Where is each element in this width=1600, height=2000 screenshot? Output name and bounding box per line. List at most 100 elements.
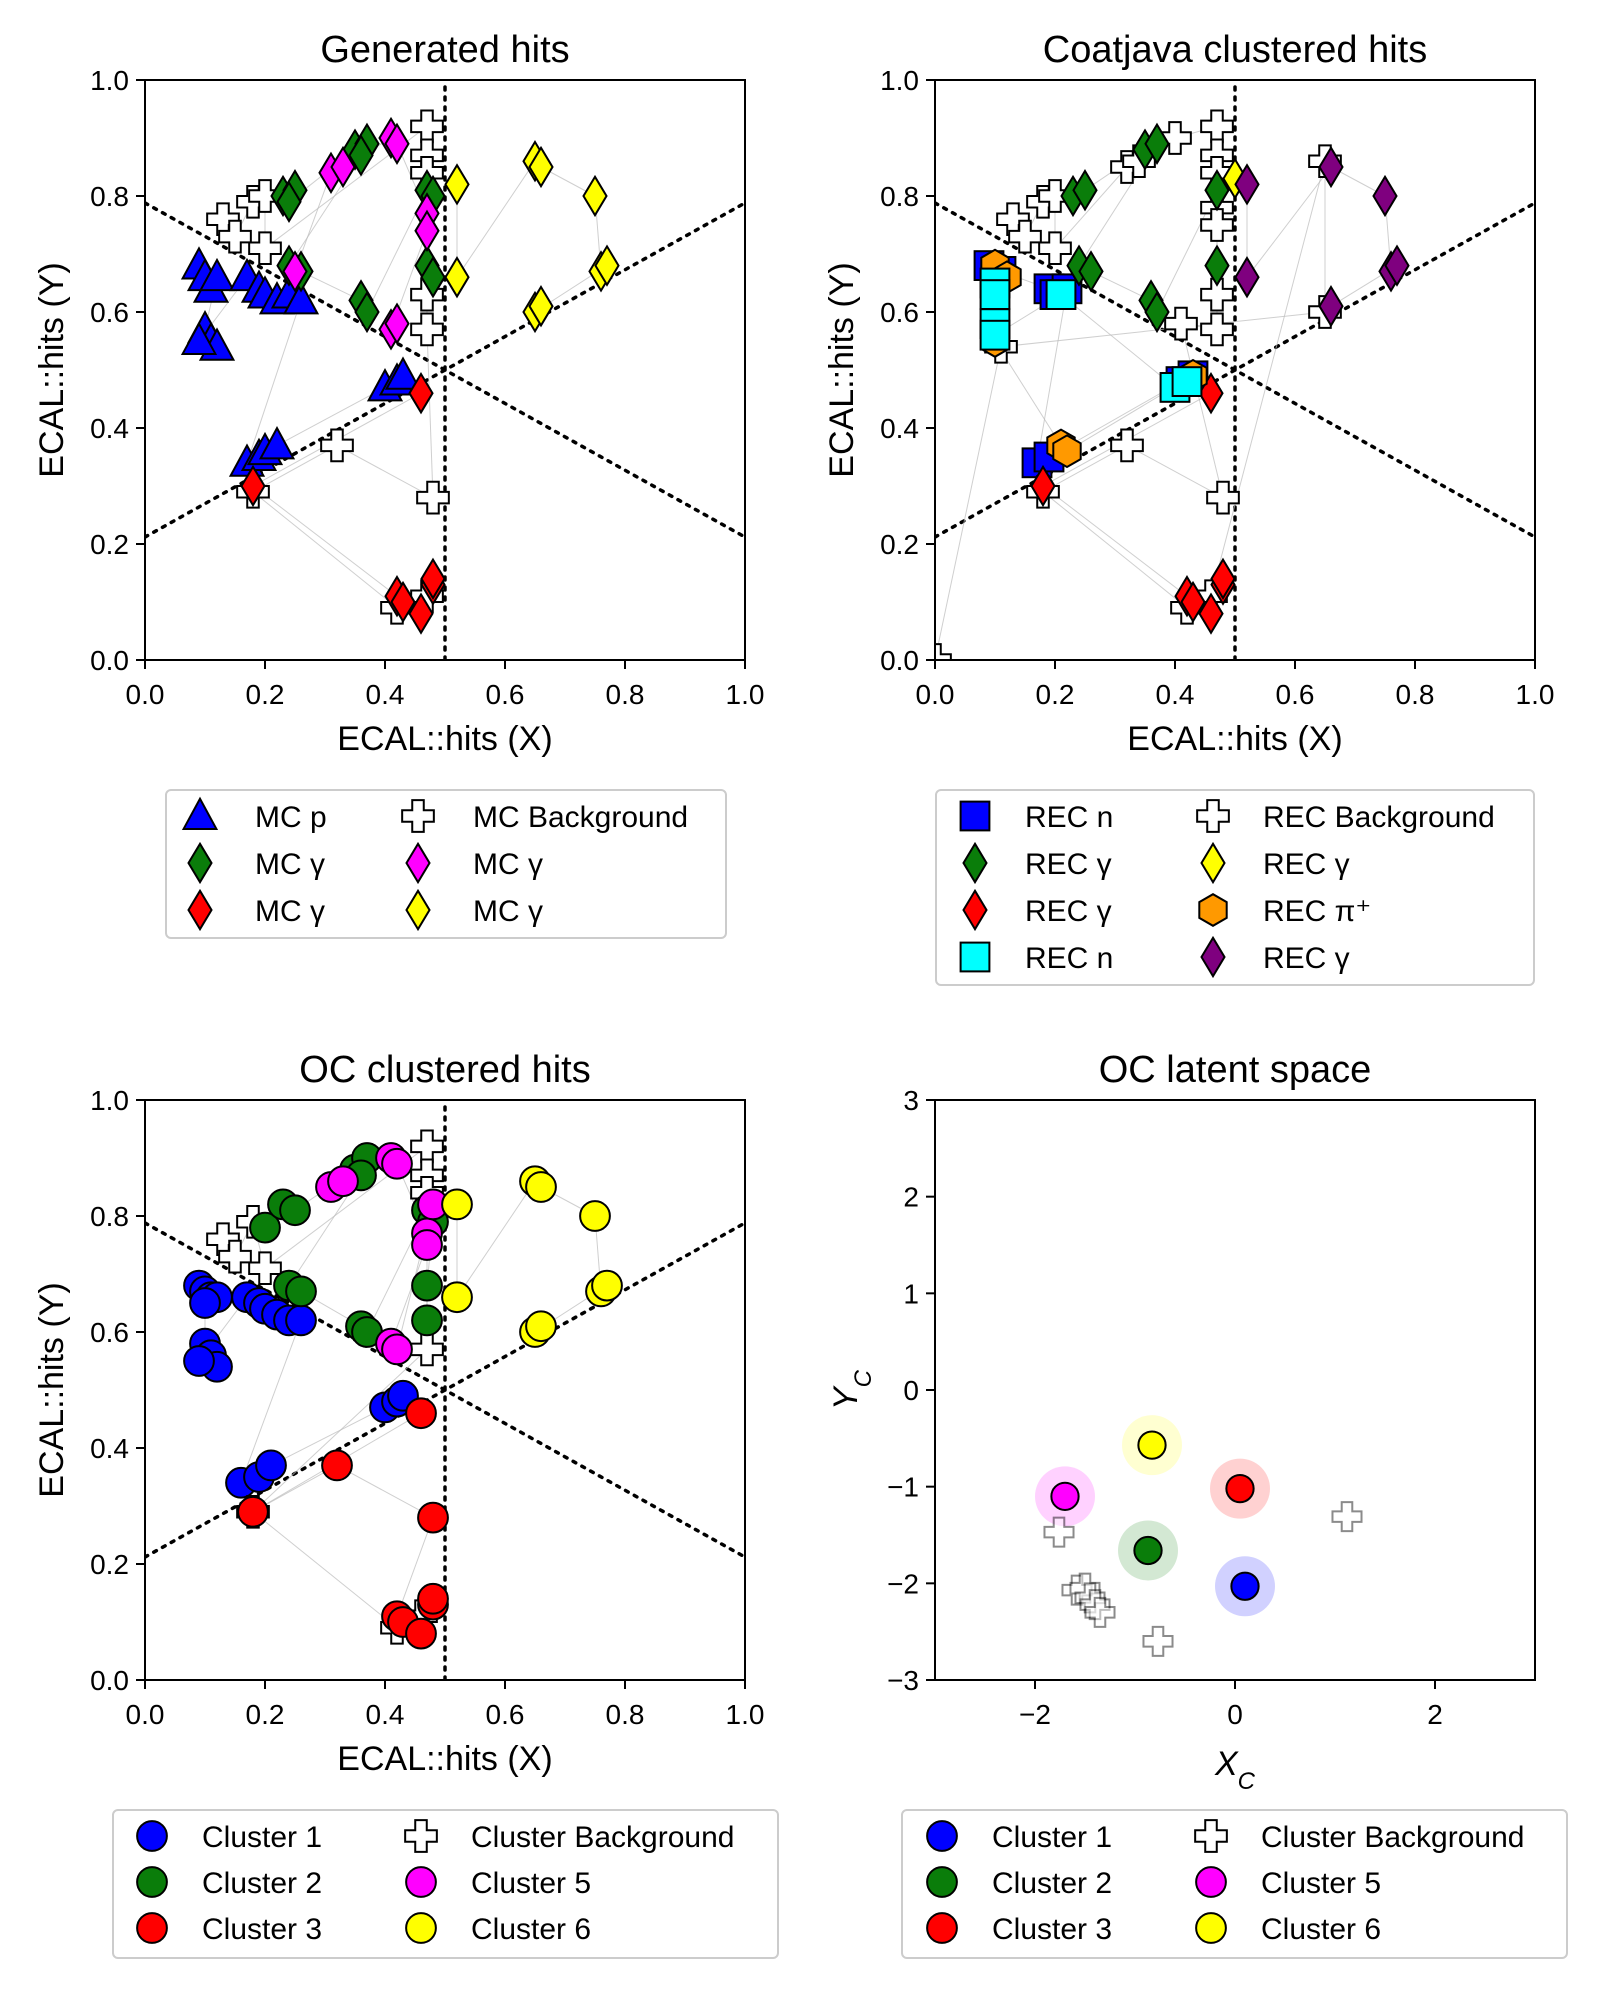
data-point: [1230, 1571, 1260, 1601]
y-tick-label: −3: [887, 1665, 919, 1696]
data-point: [1204, 169, 1230, 212]
legend-label: REC γ: [1025, 895, 1112, 928]
series-2: [1133, 1535, 1163, 1566]
legend-marker-icon: [1195, 1866, 1227, 1898]
plot-area: [145, 1100, 745, 1680]
legend-label: REC n: [1025, 801, 1113, 834]
data-point: [411, 1269, 443, 1302]
y-tick-label: 1.0: [90, 65, 129, 96]
data-point: [1052, 434, 1082, 469]
y-tick-label: 0.2: [90, 529, 129, 560]
data-point: [1069, 1572, 1101, 1604]
series-1: [1230, 1571, 1260, 1601]
data-point: [1050, 1481, 1080, 1511]
data-point: [218, 219, 252, 254]
data-point: [285, 1275, 317, 1308]
legend-item: Cluster 5: [405, 1866, 591, 1900]
legend-label: Cluster 6: [471, 1913, 591, 1946]
y-axis-label-subscript: C: [850, 1369, 877, 1387]
legend-label: REC γ: [1263, 942, 1350, 975]
data-point: [410, 109, 444, 144]
hit-link: [426, 329, 434, 498]
data-point: [189, 1287, 221, 1319]
x-tick-label: 0.6: [486, 679, 525, 710]
y-axis-label: YC: [827, 1369, 877, 1410]
data-point: [1198, 592, 1224, 635]
legend-item: REC γ: [962, 841, 1112, 885]
data-point: [444, 256, 470, 299]
legend-item: REC n: [959, 941, 1113, 975]
legend-item: MC γ: [405, 841, 543, 885]
data-point: [1200, 277, 1234, 312]
hit-link: [390, 1244, 428, 1344]
data-point: [1110, 428, 1144, 463]
legend-label: Cluster Background: [471, 1821, 734, 1854]
data-point: [579, 1200, 611, 1232]
data-point: [525, 1171, 557, 1203]
data-point: [1144, 290, 1170, 334]
legend-marker-icon: [926, 1866, 958, 1898]
legend-marker-icon: [405, 1866, 437, 1898]
x-tick-label: 0.4: [366, 679, 405, 710]
legend-item: MC Background: [401, 799, 688, 834]
chart-panel-2: 0.0 0.2 0.4 0.6 0.8 1.0 0.0 0.2 0.4 0.6 0.8 1.0 Coat…: [823, 29, 1554, 986]
data-point: [408, 372, 434, 415]
data-point: [405, 1617, 437, 1650]
data-point: [1225, 1473, 1255, 1504]
y-tick-label: 0.6: [90, 1317, 129, 1348]
hit-link: [1060, 294, 1176, 388]
data-point: [1384, 244, 1410, 287]
y-tick-label: 0.4: [90, 1433, 129, 1464]
hit-link: [336, 444, 434, 499]
legend-label: MC γ: [255, 895, 325, 928]
legend-item: REC π⁺: [1198, 893, 1371, 928]
legend-label: MC γ: [473, 848, 543, 881]
data-point: [594, 244, 620, 287]
data-point: [444, 163, 470, 206]
chart-title: OC clustered hits: [299, 1049, 590, 1091]
data-point: [381, 1333, 413, 1366]
data-point: [240, 464, 266, 508]
legend-box: [165, 789, 727, 939]
y-axis-label: ECAL::hits (Y): [823, 262, 861, 477]
x-tick-label: 1.0: [726, 1699, 765, 1730]
data-point: [528, 145, 554, 189]
series-5: [1137, 1430, 1167, 1460]
data-point: [1142, 1625, 1174, 1657]
data-point: [381, 1147, 413, 1180]
data-point: [979, 319, 1011, 351]
data-point: [1200, 312, 1234, 347]
legend-marker-icon: [959, 941, 991, 973]
x-tick-label: 0.6: [1276, 679, 1315, 710]
hit-link: [1042, 444, 1128, 493]
y-tick-label: 2: [903, 1182, 919, 1213]
legend-label: REC π⁺: [1263, 895, 1371, 928]
data-point: [528, 285, 554, 328]
y-tick-label: 0.4: [880, 413, 919, 444]
data-point: [411, 1229, 443, 1261]
legend: REC n REC Background REC γ REC γ REC γ REC π⁺…: [935, 789, 1535, 986]
y-tick-label: 0.8: [90, 1201, 129, 1232]
data-point: [237, 1495, 269, 1528]
legend-item: REC γ: [962, 888, 1112, 932]
data-point: [198, 257, 236, 292]
x-tick-label: 0.4: [1156, 679, 1195, 710]
hit-link: [1000, 311, 1326, 348]
data-point: [1079, 1589, 1111, 1621]
x-axis-label-text: X: [1214, 1745, 1239, 1783]
series-6: [1043, 1501, 1363, 1657]
data-point: [384, 122, 410, 165]
data-point: [1084, 1596, 1116, 1628]
hit-link: [1036, 288, 1068, 463]
series-3: [1225, 1473, 1255, 1504]
y-tick-label: 0.6: [90, 297, 129, 328]
data-point: [1234, 163, 1260, 206]
legend-item: REC Background: [1196, 799, 1495, 834]
legend-label: REC Background: [1263, 801, 1495, 834]
legend: Cluster 1 Cluster Background Cluster 2 Clus…: [901, 1809, 1568, 1959]
legend-marker-icon: [1200, 841, 1226, 885]
hit-link: [1126, 444, 1224, 499]
y-tick-label: 0.0: [90, 1665, 129, 1696]
legend-marker-icon: [401, 799, 435, 833]
